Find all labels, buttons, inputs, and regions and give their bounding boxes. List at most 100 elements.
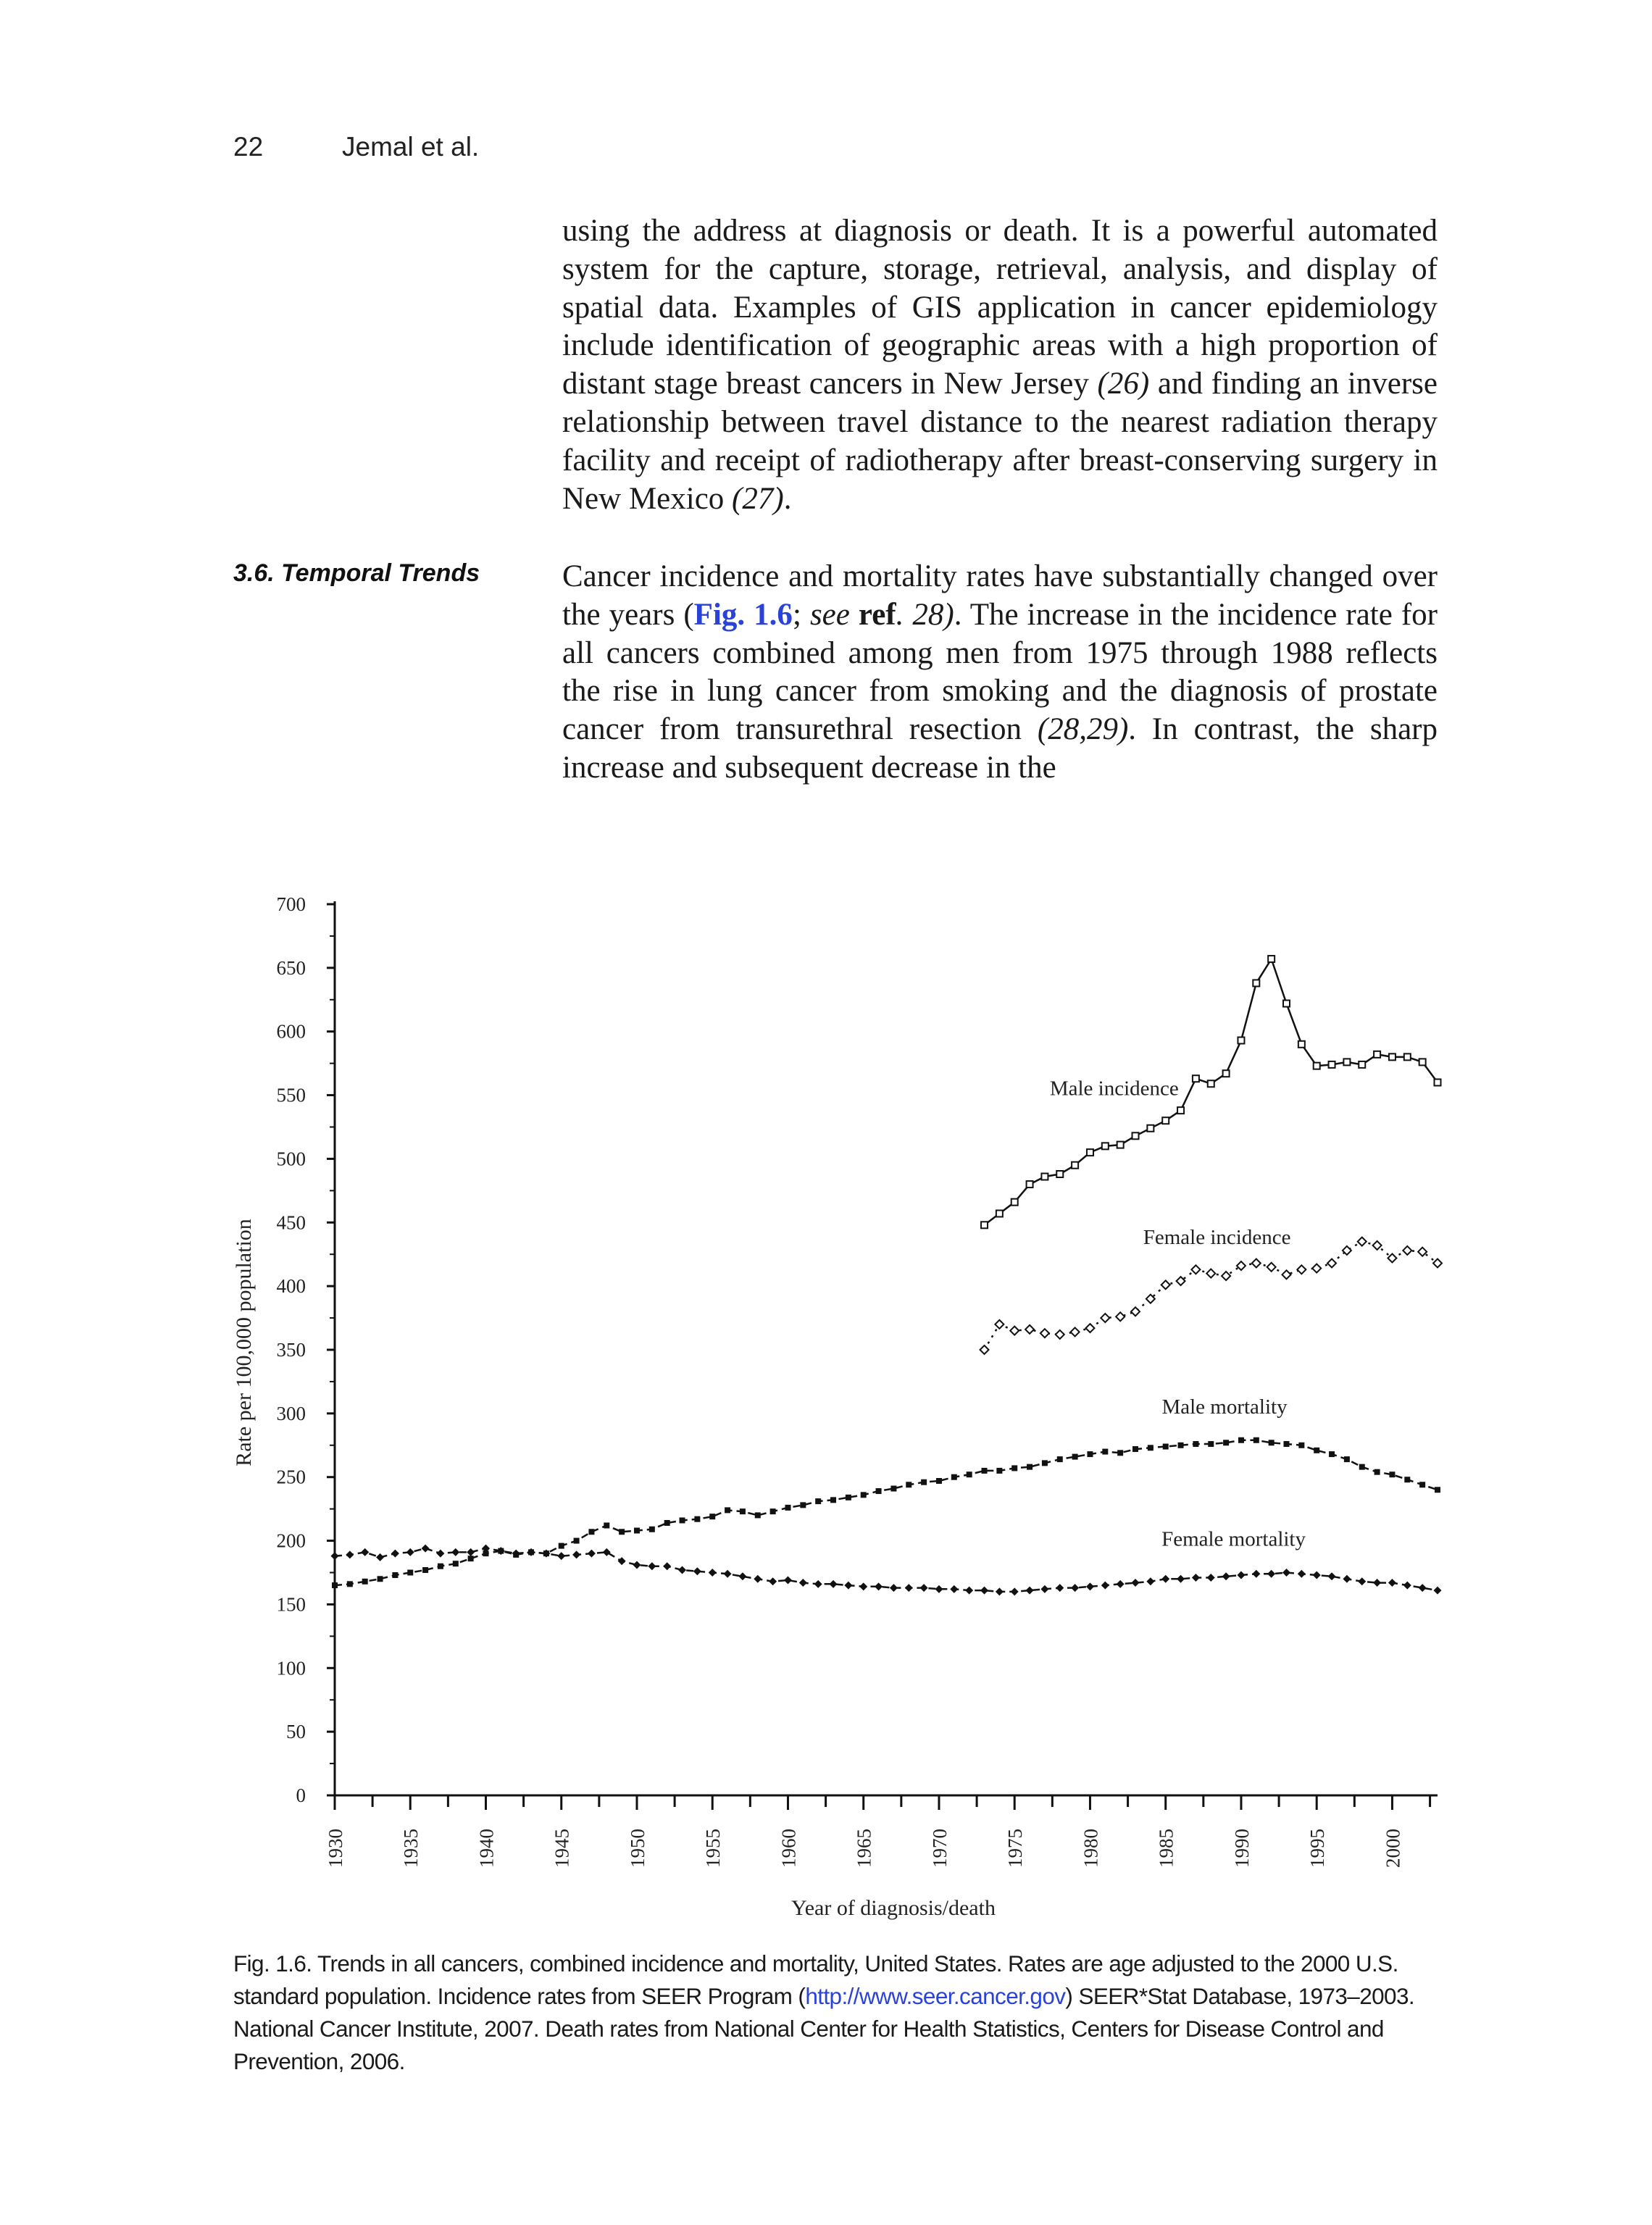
section-heading: 3.6. Temporal Trends [233, 559, 480, 587]
data-point [694, 1516, 701, 1522]
data-point [1161, 1574, 1170, 1583]
data-point [663, 1562, 672, 1571]
data-point [1373, 1579, 1382, 1587]
data-point [619, 1529, 625, 1535]
x-tick-label: 1965 [854, 1829, 875, 1868]
data-point [1085, 1582, 1094, 1591]
data-point [1205, 1268, 1217, 1279]
data-point [1161, 1116, 1170, 1125]
data-point [1117, 1450, 1124, 1456]
data-point [1401, 1245, 1413, 1256]
y-tick-label: 700 [277, 893, 306, 915]
data-point [783, 1576, 792, 1585]
data-point [1222, 1069, 1230, 1078]
series-line-male-mortality [334, 1439, 1438, 1587]
x-tick-label: 1990 [1231, 1829, 1253, 1868]
data-point [422, 1566, 429, 1573]
data-point [542, 1549, 551, 1558]
data-point [679, 1517, 685, 1524]
data-point [558, 1543, 564, 1549]
data-point [1206, 1574, 1215, 1582]
data-point [1191, 1574, 1200, 1582]
data-point [996, 1467, 1003, 1474]
data-point [1403, 1581, 1411, 1590]
data-point [966, 1471, 972, 1478]
data-point [1404, 1477, 1411, 1483]
data-point [995, 1587, 1004, 1596]
data-point [1056, 1456, 1063, 1463]
data-point [332, 1582, 338, 1589]
data-point [830, 1497, 837, 1503]
figure-reference-link[interactable]: Fig. 1.6 [693, 597, 793, 632]
data-point [436, 1549, 445, 1558]
data-point [1009, 1325, 1020, 1337]
data-point [1011, 1465, 1018, 1471]
data-point [1145, 1293, 1156, 1305]
data-point [1312, 1571, 1321, 1579]
data-point [844, 1581, 853, 1590]
caption-text: ) SEER*Stat Database, 1973–2003. Nationa… [233, 1983, 1415, 2074]
data-point [1162, 1443, 1169, 1450]
data-point [1087, 1451, 1093, 1458]
data-point [1432, 1258, 1443, 1269]
data-point [800, 1502, 806, 1508]
data-point [769, 1577, 777, 1586]
citation[interactable]: (28,29) [1037, 712, 1129, 747]
data-point [693, 1567, 701, 1576]
para2-text: . The increase in the incidence rate for… [562, 597, 1438, 747]
data-point [1297, 1569, 1306, 1578]
y-tick-label: 650 [277, 957, 306, 979]
data-point [1326, 1258, 1338, 1269]
data-point [754, 1512, 761, 1519]
data-point [951, 1474, 957, 1480]
data-point [1343, 1058, 1351, 1066]
data-point [1327, 1060, 1336, 1069]
data-point [1099, 1312, 1111, 1324]
data-point [330, 1552, 339, 1561]
data-point [723, 1569, 732, 1578]
data-point [935, 1477, 942, 1484]
data-point [1237, 1036, 1246, 1045]
data-point [769, 1508, 776, 1515]
data-point [1343, 1574, 1351, 1583]
data-point [361, 1548, 370, 1556]
series-male-mortality [332, 1437, 1440, 1589]
y-tick-label: 200 [277, 1530, 306, 1552]
data-point [1373, 1050, 1382, 1059]
x-tick-label: 1985 [1156, 1829, 1177, 1868]
data-point [1372, 1240, 1383, 1251]
data-point [919, 1584, 928, 1592]
citation[interactable]: (26) [1097, 367, 1150, 401]
data-point [950, 1585, 959, 1593]
data-point [1220, 1270, 1232, 1282]
data-point [875, 1488, 882, 1495]
y-tick-label: 0 [296, 1784, 306, 1806]
running-head: Jemal et al. [342, 132, 480, 162]
data-point [921, 1479, 927, 1485]
data-point [1206, 1080, 1215, 1088]
data-point [995, 1209, 1004, 1218]
data-point [1054, 1329, 1066, 1340]
body-paragraph-2: Cancer incidence and mortality rates hav… [562, 558, 1438, 788]
data-point [1085, 1322, 1096, 1334]
x-tick-label: 1970 [929, 1829, 951, 1868]
reference-citation[interactable]: . 28) [896, 597, 954, 632]
y-tick-label: 450 [277, 1211, 306, 1233]
data-point [1359, 1464, 1365, 1470]
x-tick-label: 1960 [777, 1829, 799, 1868]
data-point [1252, 1569, 1261, 1578]
citation[interactable]: (27) [732, 481, 784, 516]
seer-link[interactable]: http://www.seer.cancer.gov [805, 1983, 1066, 2009]
chart-axes: 0 50 100 150 200 250 300 350 400 450 500 550 600 650 7… [277, 893, 1438, 1868]
data-point [1208, 1441, 1214, 1448]
data-point [633, 1561, 641, 1569]
data-point [1435, 1487, 1440, 1493]
data-point [1072, 1453, 1078, 1460]
data-point [664, 1519, 670, 1526]
data-point [406, 1548, 414, 1556]
y-tick-label: 100 [277, 1657, 306, 1679]
y-tick-label: 400 [277, 1275, 306, 1297]
data-point [1071, 1161, 1080, 1169]
data-point [1314, 1447, 1320, 1453]
data-point [859, 1582, 868, 1591]
